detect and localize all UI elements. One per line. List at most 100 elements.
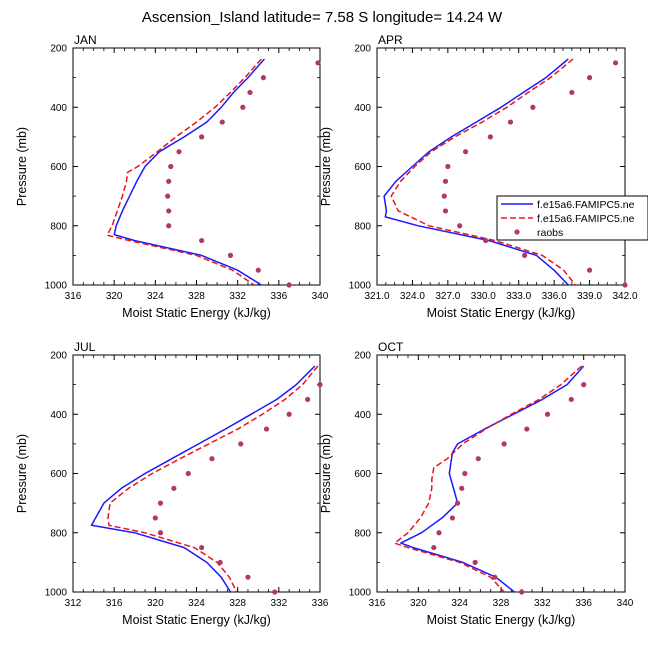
raobs-point	[199, 237, 205, 244]
y-tick-label: 200	[354, 351, 371, 362]
raobs-point	[176, 149, 182, 155]
x-axis-label: Moist Static Energy (kJ/kg)	[122, 613, 271, 627]
x-tick-label: 324	[147, 291, 164, 302]
raobs-point	[507, 119, 514, 125]
raobs-point	[166, 178, 172, 184]
raobs-point	[581, 382, 587, 388]
panel-oct: OCT 316 320 324 328 332 336 340 200 400 600 800 1000…	[319, 340, 634, 627]
raobs-point	[445, 163, 451, 170]
panels: JAN 316 320 324 328 332 336 340 200 400 600 800 1000…	[15, 33, 638, 627]
raobs-point	[219, 119, 225, 125]
x-tick-label: 328	[229, 598, 246, 609]
series-dashed-line	[390, 58, 576, 285]
raobs-point	[524, 426, 530, 432]
x-tick-label: 340	[312, 291, 329, 302]
raobs-point	[157, 500, 164, 506]
x-tick-label: 342.0	[612, 291, 637, 302]
panel-apr: APR 321.0 324.0 327.0 330.0 333.0 336.0 339.0 34…	[319, 33, 638, 320]
raobs-point	[472, 559, 478, 565]
y-tick-label: 1000	[349, 281, 372, 292]
y-tick-label: 400	[354, 410, 371, 421]
x-tick-label: 320	[106, 291, 123, 302]
series-solid-line	[90, 365, 316, 592]
raobs-point	[449, 515, 456, 521]
raobs-point	[171, 485, 177, 491]
y-tick-label: 800	[354, 221, 371, 232]
x-tick-label: 336	[270, 291, 287, 302]
y-tick-label: 600	[354, 469, 371, 480]
x-tick-label: 340	[617, 598, 634, 609]
y-tick-label: 200	[50, 351, 67, 362]
y-tick-label: 1000	[45, 281, 68, 292]
series-solid-line	[400, 365, 585, 592]
panel-label: OCT	[378, 340, 404, 354]
raobs-point	[442, 178, 449, 184]
raobs-point	[185, 470, 191, 477]
x-tick-label: 336	[575, 598, 592, 609]
y-axis-label: Pressure (mb)	[15, 434, 29, 513]
x-tick-label: 336.0	[542, 291, 567, 302]
x-tick-label: 336	[312, 598, 329, 609]
x-tick-label: 333.0	[506, 291, 531, 302]
raobs-point	[168, 163, 174, 170]
x-tick-label: 324	[451, 598, 468, 609]
legend-label: f.e15a6.FAMIPC5.ne	[537, 213, 635, 225]
legend-label: raobs	[537, 227, 563, 239]
raobs-point	[568, 396, 574, 403]
raobs-point	[586, 75, 593, 81]
legend-marker-raobs	[514, 229, 520, 235]
y-tick-label: 400	[354, 103, 371, 114]
x-tick-label: 316	[65, 291, 82, 302]
raobs-point	[569, 89, 575, 96]
raobs-point	[522, 252, 528, 258]
plot-frame	[72, 47, 321, 286]
raobs-point	[544, 411, 551, 417]
x-tick-label: 324.0	[400, 291, 425, 302]
panel-label: JAN	[74, 33, 97, 47]
series-dashed-line	[106, 58, 262, 285]
raobs-point	[315, 60, 321, 66]
x-tick-label: 321.0	[364, 291, 389, 302]
raobs-point	[317, 382, 323, 388]
raobs-point	[217, 559, 223, 565]
x-axis-label: Moist Static Energy (kJ/kg)	[427, 306, 576, 320]
figure-title: Ascension_Island latitude= 7.58 S longit…	[142, 9, 503, 26]
raobs-point	[436, 530, 442, 536]
legend-label: f.e15a6.FAMIPC5.ne	[537, 199, 635, 211]
raobs-point	[286, 411, 292, 417]
raobs-point	[459, 485, 465, 491]
y-tick-label: 800	[50, 221, 67, 232]
legend: f.e15a6.FAMIPC5.ne f.e15a6.FAMIPC5.ne raob…	[496, 195, 648, 241]
raobs-point	[245, 574, 251, 580]
raobs-point	[238, 441, 244, 447]
plot-data	[383, 58, 576, 285]
y-tick-label: 200	[354, 44, 371, 55]
y-tick-label: 600	[354, 162, 371, 173]
x-tick-label: 320	[147, 598, 164, 609]
raobs-point	[612, 60, 619, 66]
raobs-point	[441, 193, 447, 199]
plot-data	[90, 365, 319, 592]
x-tick-label: 324	[188, 598, 205, 609]
x-tick-label: 316	[106, 598, 123, 609]
panel-jan: JAN 316 320 324 328 332 336 340 200 400 600 800 1000…	[15, 33, 329, 320]
plot-frame	[376, 354, 626, 593]
raobs-point	[227, 252, 234, 258]
y-axis-label: Pressure (mb)	[15, 127, 29, 206]
raobs-point	[462, 149, 469, 155]
raobs-point	[166, 208, 172, 214]
y-tick-label: 400	[50, 103, 67, 114]
x-tick-label: 332	[534, 598, 551, 609]
y-tick-label: 600	[50, 162, 67, 173]
raobs-point	[455, 500, 461, 506]
x-tick-label: 332	[229, 291, 246, 302]
x-tick-label: 339.0	[577, 291, 602, 302]
plot-data	[393, 365, 585, 592]
panel-label: JUL	[74, 340, 96, 354]
y-tick-label: 1000	[349, 588, 372, 599]
x-tick-label: 330.0	[471, 291, 496, 302]
raobs-point	[165, 193, 171, 199]
raobs-point	[199, 134, 205, 140]
raobs-point	[483, 237, 489, 244]
